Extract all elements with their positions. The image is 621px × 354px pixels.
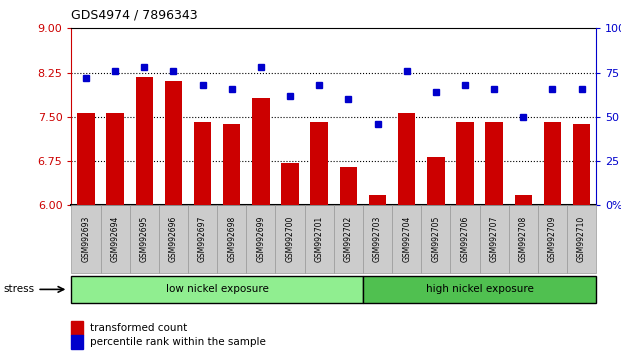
- Text: GSM992700: GSM992700: [286, 216, 294, 262]
- Bar: [486, 121, 503, 205]
- Bar: [252, 98, 270, 205]
- Bar: [573, 124, 591, 205]
- Text: GSM992698: GSM992698: [227, 216, 236, 262]
- Bar: [165, 81, 182, 205]
- Text: GSM992701: GSM992701: [315, 216, 324, 262]
- Bar: [223, 124, 240, 205]
- Text: transformed count: transformed count: [90, 323, 188, 333]
- Bar: [369, 195, 386, 205]
- Text: low nickel exposure: low nickel exposure: [166, 284, 269, 295]
- Text: GSM992696: GSM992696: [169, 216, 178, 262]
- Text: GSM992706: GSM992706: [461, 216, 469, 262]
- Text: GSM992710: GSM992710: [577, 216, 586, 262]
- Bar: [456, 121, 474, 205]
- Text: GSM992707: GSM992707: [489, 216, 499, 262]
- Text: GSM992702: GSM992702: [344, 216, 353, 262]
- Text: stress: stress: [3, 284, 34, 295]
- Text: high nickel exposure: high nickel exposure: [425, 284, 533, 295]
- Bar: [398, 113, 415, 205]
- Bar: [544, 121, 561, 205]
- Text: GDS4974 / 7896343: GDS4974 / 7896343: [71, 9, 198, 22]
- Bar: [427, 157, 445, 205]
- Text: GSM992704: GSM992704: [402, 216, 411, 262]
- Text: GSM992693: GSM992693: [81, 216, 91, 262]
- Text: percentile rank within the sample: percentile rank within the sample: [90, 337, 266, 347]
- Bar: [106, 113, 124, 205]
- Text: GSM992695: GSM992695: [140, 216, 149, 262]
- Text: GSM992709: GSM992709: [548, 216, 557, 262]
- Text: GSM992703: GSM992703: [373, 216, 382, 262]
- Bar: [515, 195, 532, 205]
- Bar: [77, 113, 95, 205]
- Text: GSM992699: GSM992699: [256, 216, 265, 262]
- Bar: [310, 121, 328, 205]
- Bar: [194, 121, 211, 205]
- Bar: [281, 163, 299, 205]
- Text: GSM992708: GSM992708: [519, 216, 528, 262]
- Text: GSM992697: GSM992697: [198, 216, 207, 262]
- Bar: [340, 167, 357, 205]
- Text: GSM992705: GSM992705: [432, 216, 440, 262]
- Bar: [135, 77, 153, 205]
- Text: GSM992694: GSM992694: [111, 216, 120, 262]
